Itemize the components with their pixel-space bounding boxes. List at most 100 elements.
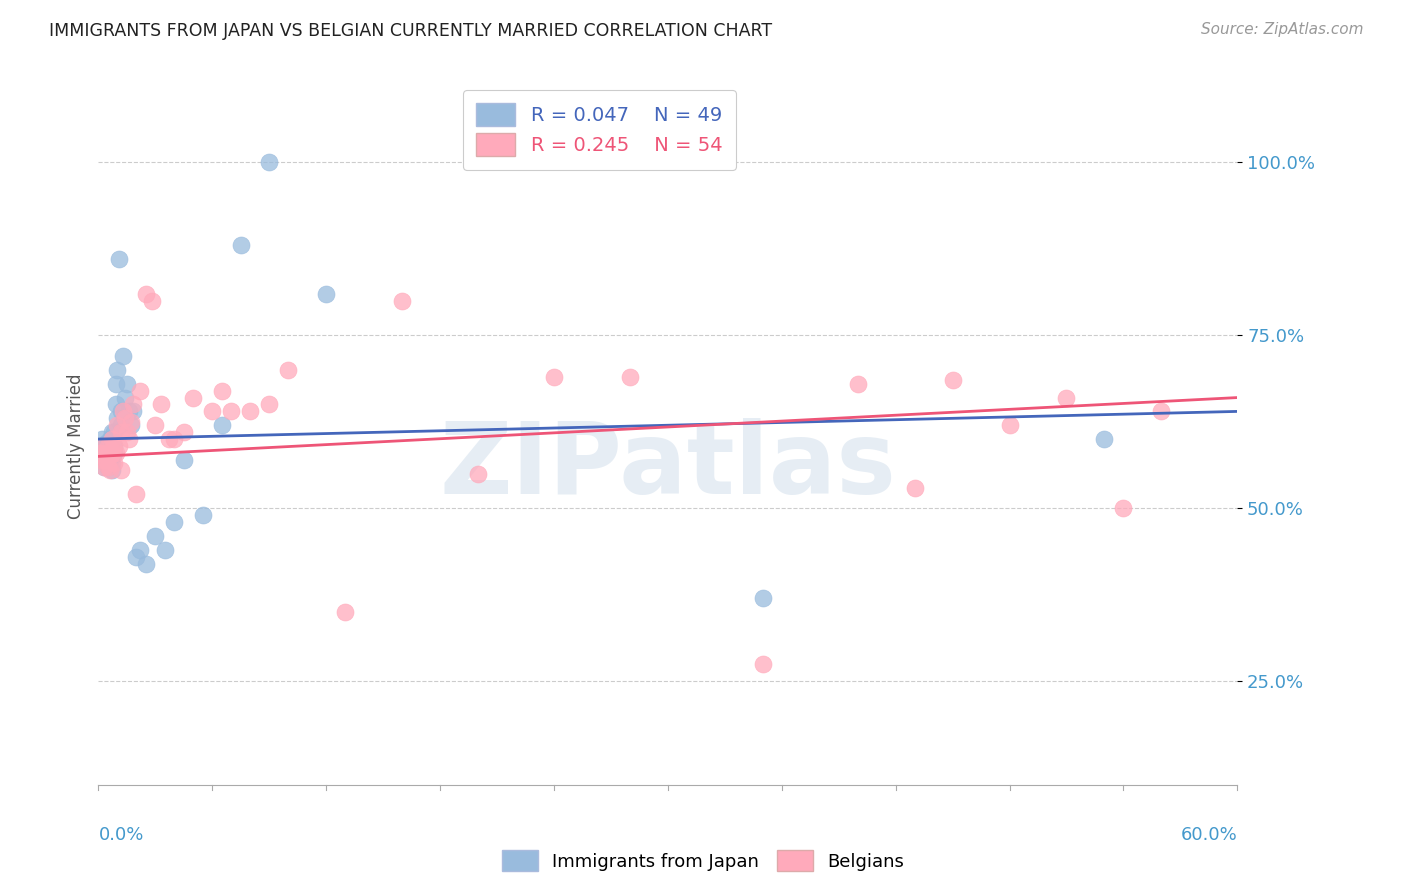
Legend: R = 0.047    N = 49, R = 0.245    N = 54: R = 0.047 N = 49, R = 0.245 N = 54 [463, 89, 737, 169]
Point [100, 456, 122, 470]
Point [115, 425, 138, 439]
Point [91, 432, 114, 446]
Point [110, 404, 132, 418]
Point [1094, 432, 1116, 446]
Point [103, 425, 125, 439]
Point [98, 450, 121, 464]
Point [942, 373, 965, 387]
Point [93, 459, 115, 474]
Point [211, 418, 233, 433]
Point [135, 286, 157, 301]
Point [98, 432, 121, 446]
Point [100, 425, 122, 439]
Point [107, 411, 129, 425]
Point [1112, 501, 1135, 516]
Y-axis label: Currently Married: Currently Married [66, 373, 84, 519]
Point [94, 446, 117, 460]
Point [110, 418, 132, 433]
Point [121, 397, 143, 411]
Point [467, 467, 489, 481]
Text: IMMIGRANTS FROM JAPAN VS BELGIAN CURRENTLY MARRIED CORRELATION CHART: IMMIGRANTS FROM JAPAN VS BELGIAN CURRENT… [49, 22, 772, 40]
Point [93, 459, 115, 474]
Point [619, 369, 641, 384]
Point [221, 404, 243, 418]
Point [129, 542, 152, 557]
Point [107, 363, 129, 377]
Point [98, 446, 121, 460]
Point [335, 605, 357, 619]
Point [211, 384, 233, 398]
Point [135, 557, 157, 571]
Point [103, 456, 125, 470]
Point [114, 391, 136, 405]
Point [118, 432, 141, 446]
Point [97, 459, 120, 474]
Point [110, 463, 132, 477]
Point [259, 155, 281, 169]
Point [141, 293, 163, 308]
Point [121, 404, 143, 418]
Point [100, 446, 122, 460]
Point [103, 439, 125, 453]
Point [110, 425, 132, 439]
Point [391, 293, 413, 308]
Point [98, 453, 121, 467]
Point [94, 435, 117, 450]
Point [91, 446, 114, 460]
Point [129, 384, 152, 398]
Text: 0.0%: 0.0% [98, 826, 143, 844]
Point [93, 439, 115, 453]
Legend: Immigrants from Japan, Belgians: Immigrants from Japan, Belgians [495, 843, 911, 879]
Point [752, 657, 775, 671]
Point [115, 376, 138, 391]
Point [153, 542, 176, 557]
Point [89, 446, 111, 460]
Point [191, 508, 214, 523]
Point [315, 286, 337, 301]
Point [104, 446, 127, 460]
Point [904, 481, 927, 495]
Point [118, 404, 141, 418]
Point [91, 453, 114, 467]
Point [107, 418, 129, 433]
Point [1056, 391, 1078, 405]
Point [183, 391, 205, 405]
Point [104, 397, 127, 411]
Point [108, 252, 131, 267]
Point [125, 549, 148, 564]
Point [98, 463, 121, 477]
Point [93, 450, 115, 464]
Point [163, 432, 186, 446]
Point [125, 487, 148, 501]
Point [97, 453, 120, 467]
Point [277, 363, 299, 377]
Point [97, 439, 120, 453]
Point [103, 446, 125, 460]
Point [97, 439, 120, 453]
Point [846, 376, 869, 391]
Point [120, 418, 142, 433]
Point [259, 397, 281, 411]
Point [94, 453, 117, 467]
Point [120, 415, 142, 429]
Text: Source: ZipAtlas.com: Source: ZipAtlas.com [1201, 22, 1364, 37]
Point [998, 418, 1021, 433]
Point [103, 439, 125, 453]
Text: 60.0%: 60.0% [1181, 826, 1237, 844]
Point [112, 349, 135, 363]
Point [97, 459, 120, 474]
Point [145, 418, 167, 433]
Point [100, 432, 122, 446]
Point [173, 425, 195, 439]
Point [104, 376, 127, 391]
Point [89, 442, 111, 457]
Point [93, 439, 115, 453]
Point [100, 463, 122, 477]
Point [157, 432, 180, 446]
Point [543, 369, 565, 384]
Point [150, 397, 173, 411]
Point [239, 404, 262, 418]
Point [173, 453, 195, 467]
Point [94, 446, 117, 460]
Point [94, 453, 117, 467]
